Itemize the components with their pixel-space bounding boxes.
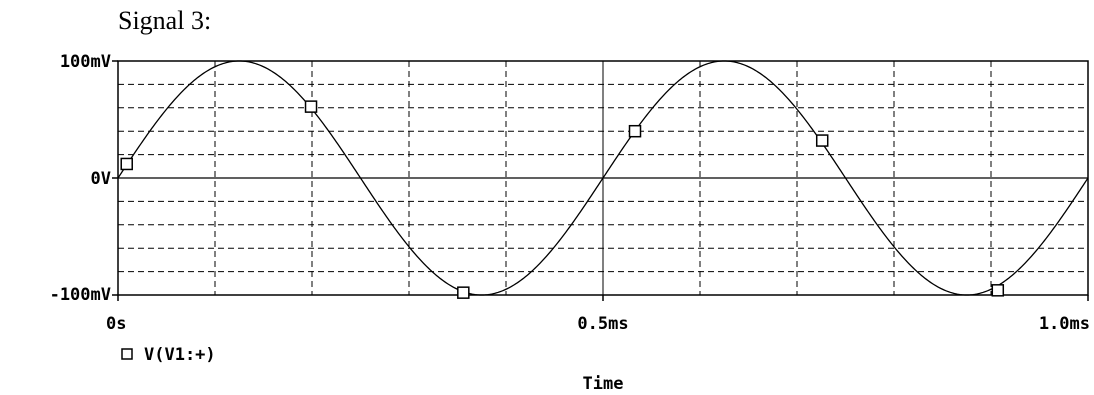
series-marker [991, 284, 1005, 297]
series-marker [628, 124, 642, 138]
series-marker [457, 286, 470, 299]
series-markers [120, 100, 1005, 299]
x-tick-label: 0s [106, 314, 126, 334]
series-v1 [117, 60, 1089, 296]
square-marker-icon [121, 348, 133, 360]
series-marker [304, 100, 318, 113]
axes [112, 60, 1089, 301]
legend-label: V(V1:+) [144, 345, 216, 365]
series-marker [120, 157, 133, 171]
x-axis-label: Time [583, 374, 624, 394]
y-tick-label: 100mV [60, 52, 111, 72]
series-marker [815, 134, 829, 147]
y-tick-label: -100mV [50, 285, 111, 305]
y-tick-label: 0V [91, 169, 111, 189]
series-line-v1 [117, 60, 1089, 296]
x-tick-label: 0.5ms [577, 314, 628, 334]
x-tick-label: 1.0ms [1039, 314, 1090, 334]
figure-caption: Signal 3: [118, 6, 212, 35]
